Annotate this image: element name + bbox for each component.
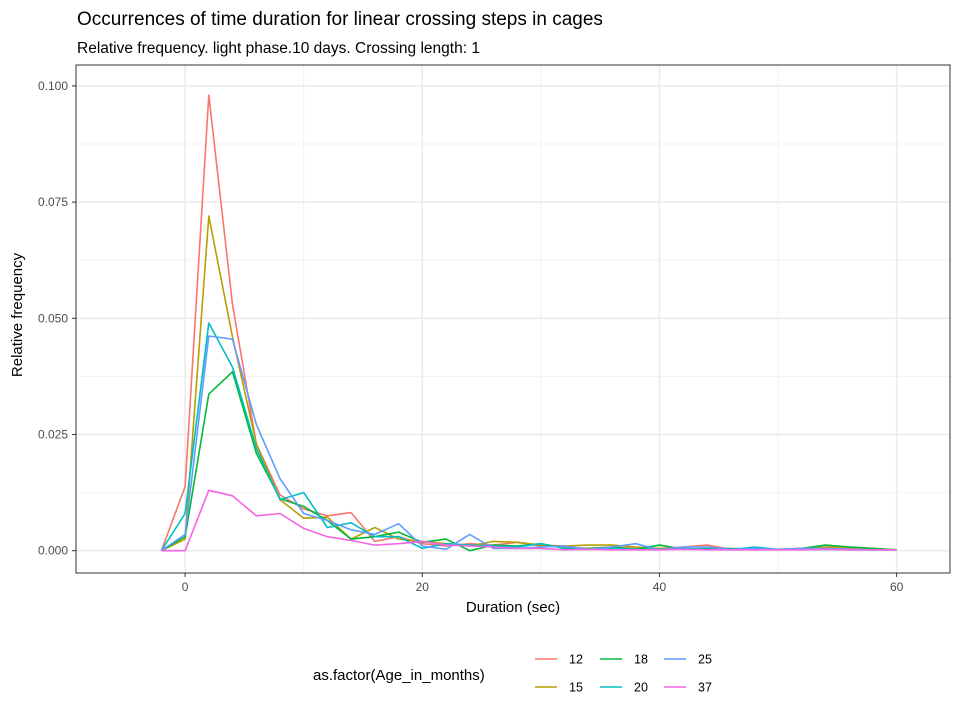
- y-axis: 0.000 0.025 0.050 0.075 0.100: [38, 79, 76, 558]
- legend: as.factor(Age_in_months) 12 15 18 20 25 37: [313, 653, 712, 695]
- y-tick-label: 0.100: [38, 79, 68, 93]
- legend-label-25: 25: [698, 653, 712, 667]
- legend-label-37: 37: [698, 681, 712, 695]
- x-tick-label: 60: [890, 580, 904, 594]
- grid-major: [76, 65, 950, 573]
- y-axis-title: Relative frequency: [9, 252, 26, 377]
- x-axis: 0 20 40 60: [182, 573, 904, 594]
- chart-title: Occurrences of time duration for linear …: [77, 9, 603, 30]
- series-line-37: [161, 489, 897, 552]
- legend-title: as.factor(Age_in_months): [313, 667, 485, 684]
- legend-label-18: 18: [634, 653, 648, 667]
- y-tick-label: 0.050: [38, 311, 68, 325]
- x-axis-title: Duration (sec): [466, 599, 560, 616]
- y-tick-label: 0.075: [38, 195, 68, 209]
- legend-label-20: 20: [634, 681, 648, 695]
- x-tick-label: 20: [416, 580, 430, 594]
- legend-label-12: 12: [569, 653, 583, 667]
- series-lines: [160, 94, 897, 552]
- y-tick-label: 0.025: [38, 427, 68, 441]
- x-tick-label: 0: [182, 580, 189, 594]
- plot-panel: [75, 64, 951, 574]
- y-tick-label: 0.000: [38, 544, 68, 558]
- chart-subtitle: Relative frequency. light phase.10 days.…: [77, 40, 480, 57]
- panel-border: [75, 64, 951, 574]
- x-tick-label: 40: [653, 580, 667, 594]
- legend-label-15: 15: [569, 681, 583, 695]
- legend-items: 12 15 18 20 25 37: [535, 653, 712, 695]
